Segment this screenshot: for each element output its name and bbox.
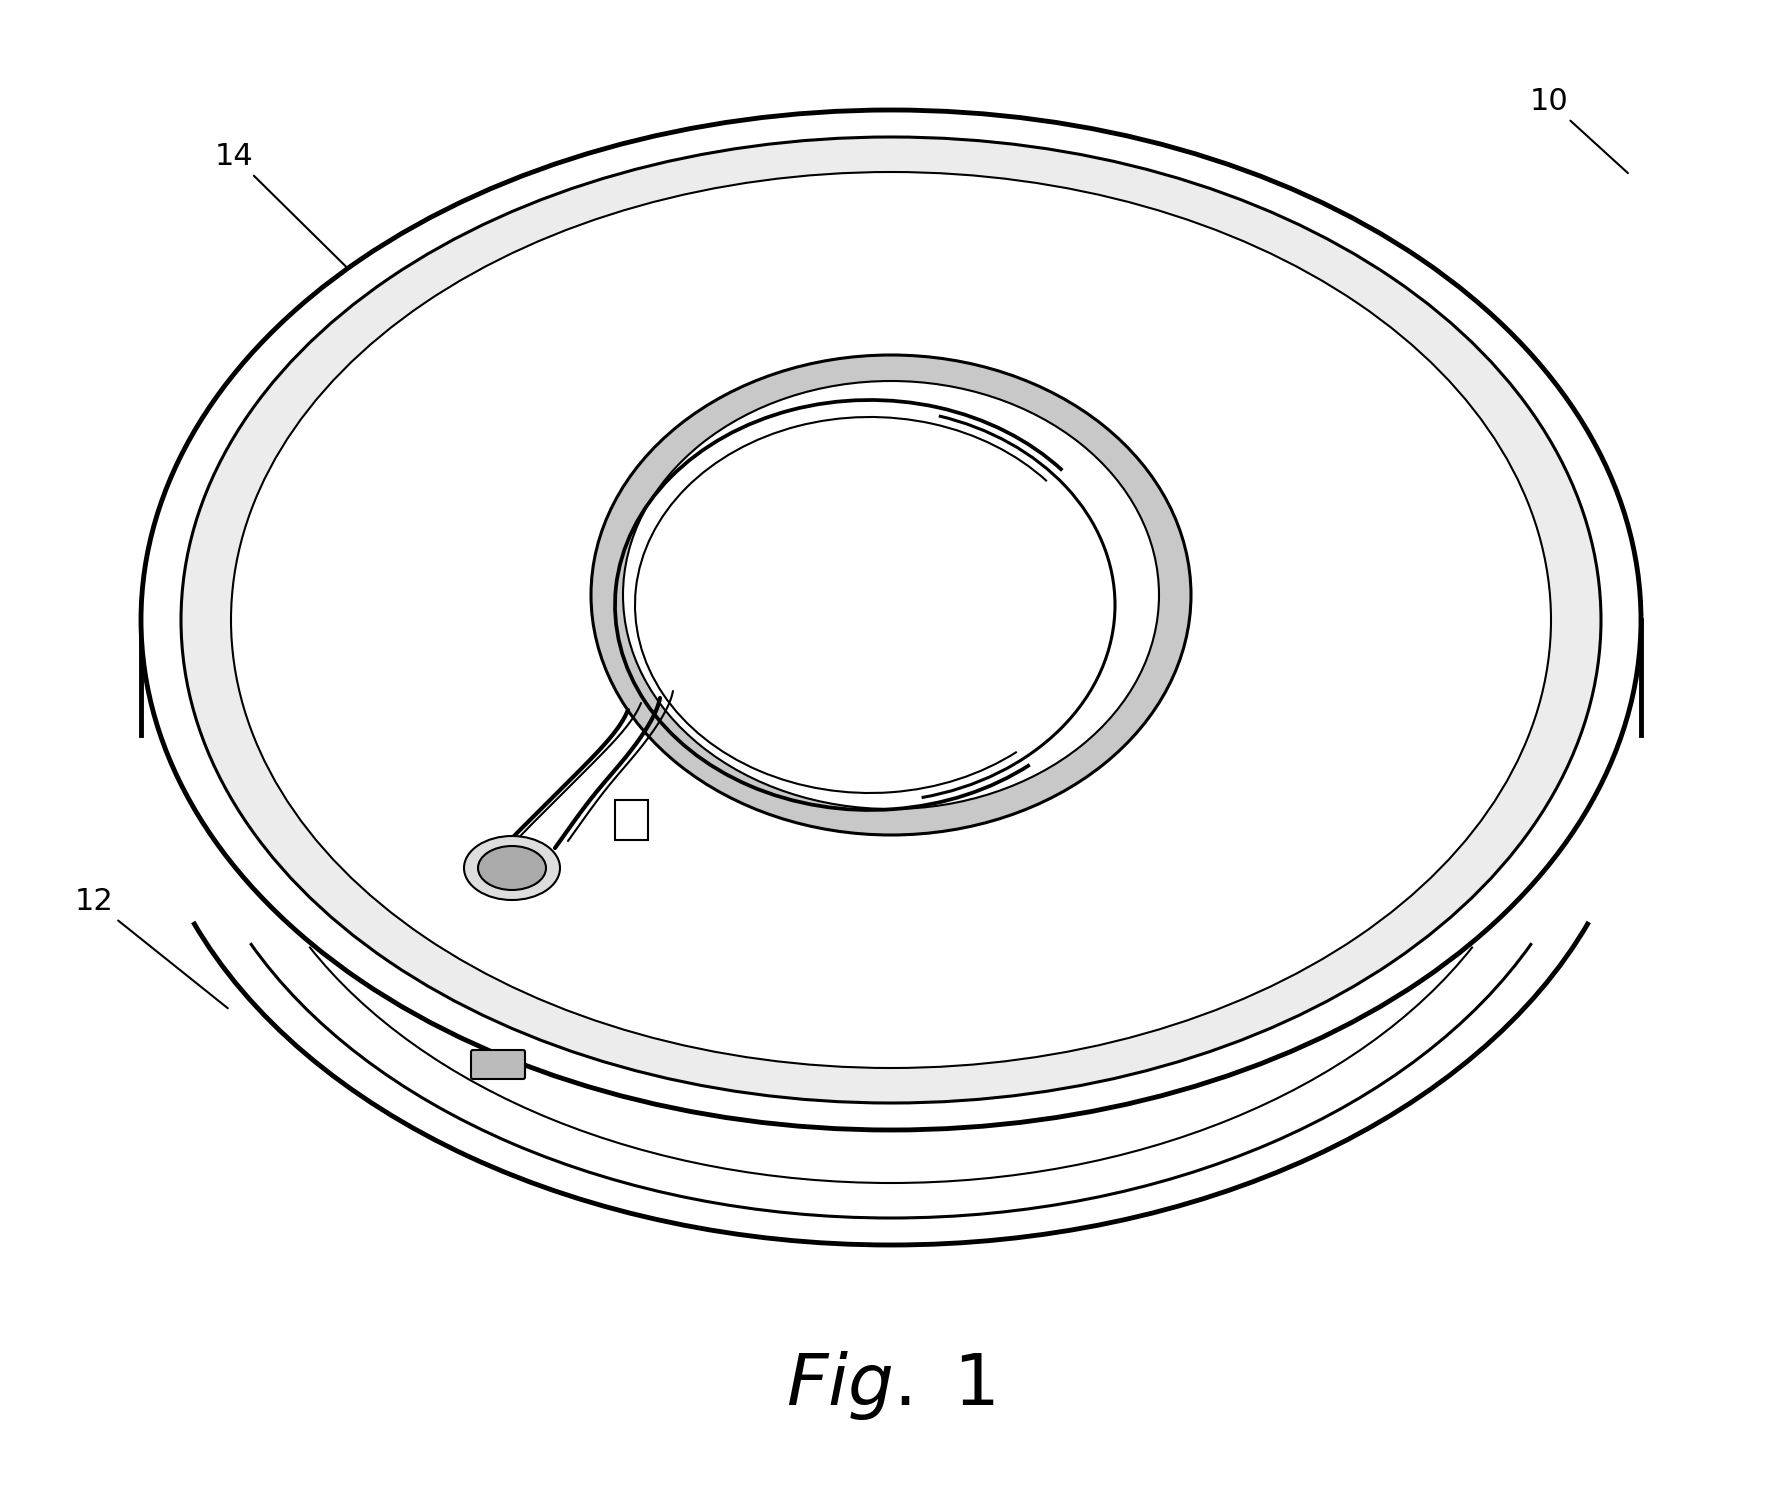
Text: $\mathit{Fig.\ 1}$: $\mathit{Fig.\ 1}$ bbox=[786, 1348, 994, 1422]
Ellipse shape bbox=[232, 171, 1550, 1069]
Ellipse shape bbox=[622, 380, 1158, 809]
Text: 14: 14 bbox=[216, 141, 388, 308]
Text: 10: 10 bbox=[1529, 87, 1627, 173]
Text: 12: 12 bbox=[75, 887, 228, 1009]
Polygon shape bbox=[615, 800, 647, 840]
FancyBboxPatch shape bbox=[470, 1051, 524, 1079]
Text: 41: 41 bbox=[601, 612, 638, 747]
Ellipse shape bbox=[478, 846, 545, 890]
Ellipse shape bbox=[590, 355, 1190, 836]
Ellipse shape bbox=[463, 836, 560, 900]
Text: 40: 40 bbox=[396, 622, 527, 768]
Text: 16: 16 bbox=[813, 497, 928, 555]
Ellipse shape bbox=[182, 137, 1600, 1103]
Ellipse shape bbox=[141, 110, 1639, 1130]
